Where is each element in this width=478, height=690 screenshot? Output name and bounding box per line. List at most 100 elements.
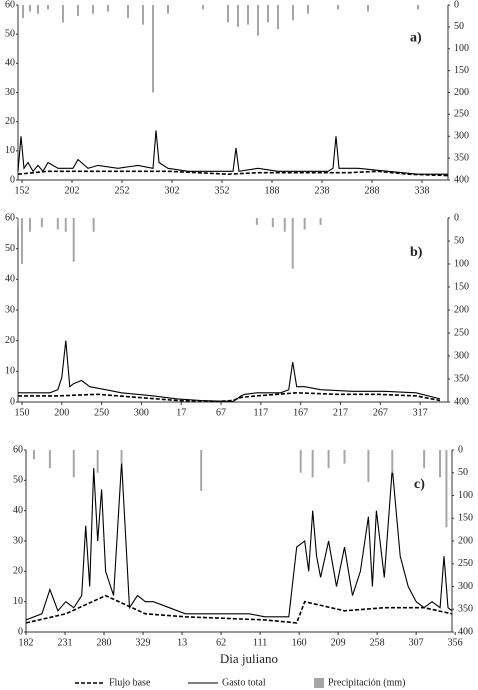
precip-bar	[200, 450, 203, 491]
x-tick-label: 329	[136, 637, 151, 648]
y2-tick-label: 200	[454, 304, 469, 315]
y-tick-label: 20	[13, 566, 23, 577]
precip-bar	[423, 450, 426, 469]
base-flow-line	[17, 170, 449, 177]
y-tick-label: 10	[5, 145, 15, 156]
panel-label: a)	[410, 30, 422, 45]
y2-tick-label: 300	[454, 350, 469, 361]
precip-bar	[237, 5, 239, 27]
x-tick-label: 117	[254, 407, 269, 418]
x-tick-label: 217	[333, 407, 348, 418]
x-tick-label: 258	[370, 637, 385, 648]
precip-bar	[167, 5, 169, 14]
y2-tick-label: 250	[458, 558, 473, 569]
y2-tick-label: 150	[458, 513, 473, 524]
precip-bar	[20, 218, 23, 264]
y-tick-label: 50	[5, 243, 15, 254]
legend-label: Gasto total	[222, 677, 266, 688]
x-tick-label: 250	[94, 407, 109, 418]
y2-tick-label: 300	[454, 131, 469, 142]
precip-bar	[445, 450, 448, 528]
y-tick-label: 30	[13, 535, 23, 546]
y-tick-label: 50	[13, 475, 23, 486]
panel-label: c)	[414, 477, 425, 492]
precip-bar	[299, 450, 302, 473]
y2-tick-label: 0	[454, 212, 459, 223]
y-tick-label: 0	[18, 626, 23, 637]
y2-tick-label: 50	[454, 235, 464, 246]
x-tick-label: 307	[409, 637, 424, 648]
y-tick-label: 40	[5, 274, 15, 285]
precip-bar	[439, 450, 442, 478]
precip-bar	[32, 450, 35, 460]
y2-tick-label: 100	[454, 43, 469, 54]
x-tick-label: 352	[215, 185, 230, 196]
precip-bar	[72, 450, 75, 478]
precip-bar	[40, 218, 43, 228]
y2-tick-label: 400	[458, 626, 473, 637]
precip-bar	[292, 5, 294, 21]
x-tick-label: 152	[15, 185, 30, 196]
precip-bar	[64, 218, 67, 232]
precip-bar	[283, 218, 286, 232]
legend-label: Precipitación (mm)	[328, 677, 405, 688]
precip-bar	[247, 5, 249, 25]
precip-bar	[22, 5, 24, 19]
y2-tick-label: 100	[454, 258, 469, 269]
y-tick-label: 30	[5, 87, 15, 98]
precip-bar	[277, 5, 279, 30]
y2-tick-label: 150	[454, 65, 469, 76]
y-tick-label: 60	[5, 0, 15, 10]
x-tick-label: 238	[315, 185, 330, 196]
x-tick-label: 150	[14, 407, 29, 418]
x-tick-label: 267	[373, 407, 388, 418]
precip-bar	[92, 5, 94, 14]
y-tick-label: 30	[5, 304, 15, 315]
precip-bar	[291, 218, 294, 269]
precip-bar	[37, 5, 39, 14]
y-tick-label: 40	[5, 58, 15, 69]
x-tick-label: 182	[19, 637, 34, 648]
x-axis-label: Dia juliano	[220, 651, 278, 666]
precip-bar	[417, 5, 419, 10]
x-tick-label: 188	[265, 185, 280, 196]
y-tick-label: 60	[13, 444, 23, 455]
x-tick-label: 288	[365, 185, 380, 196]
precip-bar	[257, 5, 259, 36]
precip-bar	[29, 5, 31, 12]
legend-label: Flujo base	[109, 677, 151, 688]
y2-tick-label: 50	[454, 21, 464, 32]
y-tick-label: 60	[5, 212, 15, 223]
precip-bar	[255, 218, 258, 225]
precip-bar	[72, 218, 75, 262]
x-tick-label: 356	[448, 637, 463, 648]
y2-tick-label: 0	[458, 444, 463, 455]
x-tick-label: 200	[54, 407, 69, 418]
y-tick-label: 0	[10, 174, 15, 185]
y-tick-label: 20	[5, 335, 15, 346]
y2-tick-label: 0	[454, 0, 459, 10]
y2-tick-label: 50	[458, 467, 468, 478]
precip-bar	[367, 450, 370, 482]
x-tick-label: 338	[415, 185, 430, 196]
y-tick-label: 10	[5, 366, 15, 377]
x-tick-label: 231	[58, 637, 73, 648]
precip-bar	[56, 218, 59, 230]
x-tick-label: 111	[253, 637, 267, 648]
precip-bar	[62, 5, 64, 23]
precip-bar	[202, 5, 204, 10]
x-tick-label: 302	[165, 185, 180, 196]
precip-bar	[127, 5, 129, 19]
y2-tick-label: 400	[454, 396, 469, 407]
x-tick-label: 209	[331, 637, 346, 648]
base-flow-line	[25, 594, 453, 624]
y-tick-label: 40	[13, 505, 23, 516]
y2-tick-label: 350	[458, 604, 473, 615]
x-tick-label: 252	[115, 185, 130, 196]
precip-bar	[77, 5, 79, 16]
precip-bar	[311, 450, 314, 478]
y2-tick-label: 200	[454, 87, 469, 98]
panel-label: b)	[410, 245, 423, 260]
x-tick-label: 17	[176, 407, 186, 418]
